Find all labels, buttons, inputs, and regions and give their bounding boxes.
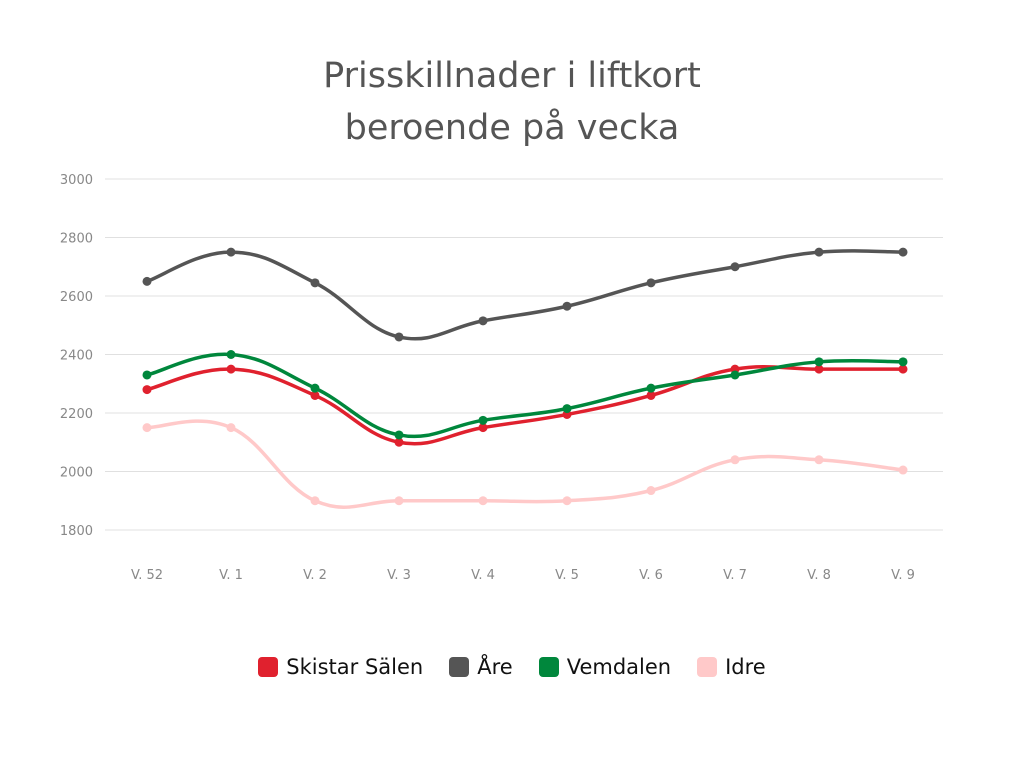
legend-item: Vemdalen — [538, 655, 672, 679]
legend-item: Skistar Sälen — [258, 655, 423, 679]
series-line-skistar-s-len — [146, 365, 903, 446]
legend-label: Vemdalen — [566, 655, 672, 679]
legend-swatch — [449, 657, 470, 677]
data-point — [562, 301, 572, 311]
series-line-idre — [146, 419, 904, 509]
x-tick-label: V. 1 — [219, 568, 243, 583]
data-point — [898, 465, 908, 475]
data-point — [310, 383, 320, 393]
y-tick-label: 2400 — [60, 349, 93, 364]
chart-title-line-2: beroende på vecka — [344, 108, 680, 148]
y-tick-label: 2600 — [60, 290, 93, 305]
legend-label: Skistar Sälen — [286, 655, 424, 679]
data-point — [310, 496, 320, 506]
legend-swatch — [258, 657, 279, 677]
data-point — [814, 247, 824, 257]
chart-title-line-1: Prisskillnader i liftkort — [323, 56, 701, 96]
data-point — [394, 332, 404, 342]
data-point — [142, 276, 152, 286]
data-point — [142, 370, 152, 380]
data-point — [646, 486, 656, 496]
data-point — [142, 385, 152, 395]
x-tick-label: V. 52 — [131, 568, 163, 583]
data-point — [730, 370, 740, 380]
series-line-vemdalen — [146, 352, 904, 439]
legend-item: Idre — [697, 655, 766, 679]
y-tick-label: 2800 — [60, 232, 93, 247]
series-line--re — [146, 249, 904, 341]
data-point — [562, 404, 572, 414]
data-point — [226, 364, 236, 374]
data-point — [394, 496, 404, 506]
data-point — [646, 390, 656, 400]
x-tick-label: V. 9 — [891, 568, 915, 583]
data-point — [142, 423, 152, 433]
data-point — [394, 437, 404, 447]
data-point — [898, 357, 908, 367]
data-point — [226, 247, 236, 257]
data-point — [310, 390, 320, 400]
data-point — [646, 278, 656, 288]
x-tick-label: V. 7 — [723, 568, 747, 583]
data-point — [310, 278, 320, 288]
data-point — [730, 455, 740, 465]
legend-label: Idre — [725, 655, 766, 679]
data-point — [226, 350, 236, 359]
data-point — [478, 316, 488, 326]
legend: Skistar Sälen Åre Vemdalen Idre — [0, 655, 1024, 679]
data-point — [898, 247, 908, 257]
data-point — [730, 262, 740, 272]
y-tick-label: 3000 — [60, 173, 93, 188]
legend-label: Åre — [477, 655, 513, 679]
x-tick-label: V. 6 — [639, 568, 663, 583]
data-point — [898, 364, 908, 374]
legend-swatch — [538, 657, 559, 677]
chart-title: Prisskillnader i liftkort beroende på ve… — [0, 50, 1024, 154]
data-point — [814, 364, 824, 374]
data-point — [646, 383, 656, 393]
legend-item: Åre — [449, 655, 513, 679]
data-point — [226, 423, 236, 433]
data-point — [478, 415, 488, 425]
data-point — [562, 496, 572, 506]
x-tick-label: V. 3 — [387, 568, 411, 583]
y-tick-label: 1800 — [60, 524, 93, 539]
x-tick-label: V. 5 — [555, 568, 579, 583]
data-point — [814, 455, 824, 465]
y-tick-label: 2200 — [60, 407, 93, 422]
x-tick-label: V. 8 — [807, 568, 831, 583]
data-point — [478, 496, 488, 506]
data-point — [478, 423, 488, 433]
legend-swatch — [697, 657, 718, 677]
data-point — [814, 357, 824, 367]
data-point — [394, 430, 404, 440]
x-tick-label: V. 2 — [303, 568, 327, 583]
x-tick-label: V. 4 — [471, 568, 495, 583]
y-tick-label: 2000 — [60, 466, 93, 481]
